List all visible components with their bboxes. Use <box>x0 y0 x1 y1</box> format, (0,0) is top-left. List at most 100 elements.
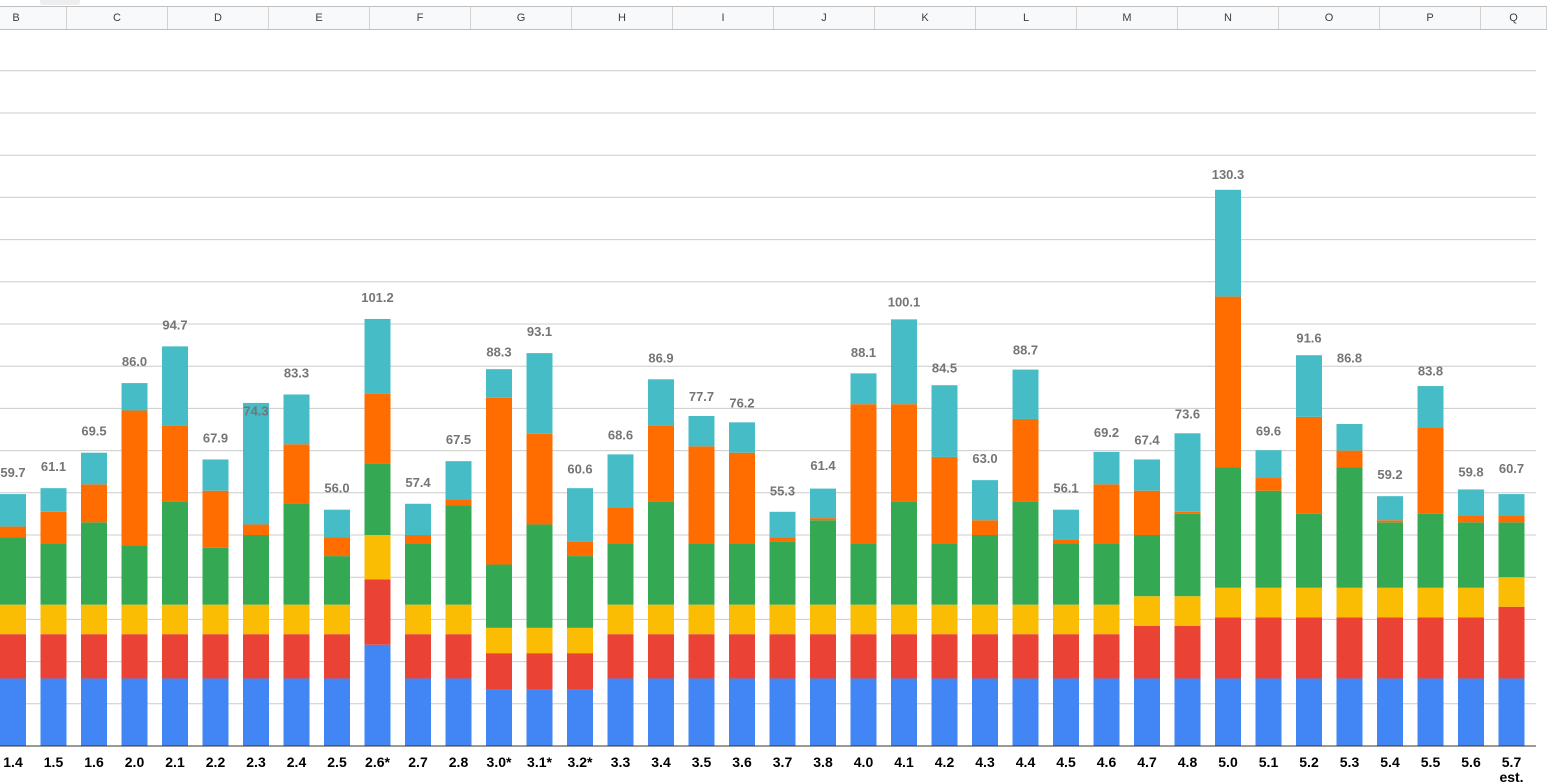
bar-segment-6[interactable] <box>0 494 26 527</box>
bar-segment-1[interactable] <box>1498 678 1525 746</box>
bar-stack-36[interactable] <box>1458 489 1484 746</box>
bar-segment-1[interactable] <box>162 678 188 746</box>
bar-segment-2[interactable] <box>850 634 877 679</box>
bar-segment-5[interactable] <box>445 499 472 506</box>
bar-segment-5[interactable] <box>364 393 391 464</box>
bar-segment-1[interactable] <box>891 678 917 746</box>
bar-segment-6[interactable] <box>769 511 796 538</box>
bar-segment-1[interactable] <box>1417 678 1444 746</box>
bar-stack-21[interactable] <box>850 373 877 746</box>
bar-stack-7[interactable] <box>283 394 310 746</box>
bar-segment-5[interactable] <box>81 484 107 523</box>
bar-segment-1[interactable] <box>1215 678 1241 746</box>
bar-segment-2[interactable] <box>40 634 67 679</box>
bar-segment-2[interactable] <box>729 634 755 679</box>
bar-segment-4[interactable] <box>931 543 958 605</box>
bar-stack-19[interactable] <box>769 511 796 746</box>
bar-segment-5[interactable] <box>1417 427 1444 514</box>
bar-segment-6[interactable] <box>405 503 431 535</box>
bar-stack-35[interactable] <box>1417 386 1444 746</box>
bar-stack-26[interactable] <box>1053 509 1079 746</box>
bar-stack-20[interactable] <box>810 488 836 746</box>
bar-stack-29[interactable] <box>1174 433 1201 746</box>
bar-segment-1[interactable] <box>1336 678 1363 746</box>
bar-stack-33[interactable] <box>1336 424 1363 746</box>
bar-segment-5[interactable] <box>931 456 958 544</box>
bar-segment-2[interactable] <box>162 634 188 679</box>
bar-segment-6[interactable] <box>850 373 877 405</box>
bar-segment-2[interactable] <box>1498 606 1525 679</box>
bar-segment-1[interactable] <box>810 678 836 746</box>
bar-segment-6[interactable] <box>931 385 958 457</box>
bar-segment-2[interactable] <box>121 634 148 679</box>
bar-segment-4[interactable] <box>162 501 188 605</box>
bar-segment-6[interactable] <box>81 452 107 485</box>
bar-segment-6[interactable] <box>1012 369 1039 419</box>
bar-segment-5[interactable] <box>526 433 553 525</box>
bar-segment-3[interactable] <box>1012 604 1039 635</box>
column-header-d[interactable]: D <box>168 7 269 29</box>
bar-segment-3[interactable] <box>567 627 593 654</box>
bar-stack-30[interactable] <box>1215 189 1241 746</box>
bar-segment-3[interactable] <box>1336 587 1363 618</box>
bar-segment-5[interactable] <box>1215 296 1241 468</box>
bar-segment-1[interactable] <box>364 644 391 746</box>
bar-segment-6[interactable] <box>1296 355 1322 417</box>
bar-segment-2[interactable] <box>81 634 107 679</box>
bar-segment-6[interactable] <box>648 379 674 426</box>
bar-stack-37[interactable] <box>1498 494 1525 746</box>
bar-segment-2[interactable] <box>324 634 350 679</box>
bar-segment-6[interactable] <box>1174 433 1201 512</box>
bar-segment-1[interactable] <box>243 678 269 746</box>
bar-segment-4[interactable] <box>972 535 998 605</box>
bar-segment-6[interactable] <box>972 480 998 521</box>
bar-segment-3[interactable] <box>445 604 472 635</box>
bar-segment-3[interactable] <box>364 535 391 580</box>
bar-stack-18[interactable] <box>729 422 755 746</box>
bar-segment-3[interactable] <box>526 627 553 654</box>
bar-stack-9[interactable] <box>364 318 391 746</box>
bar-segment-6[interactable] <box>1336 424 1363 451</box>
bar-segment-1[interactable] <box>40 678 67 746</box>
bar-segment-1[interactable] <box>972 678 998 746</box>
bar-segment-5[interactable] <box>1053 539 1079 544</box>
column-header-j[interactable]: J <box>774 7 875 29</box>
bar-segment-4[interactable] <box>1215 467 1241 588</box>
bar-segment-4[interactable] <box>1296 513 1322 588</box>
bar-segment-3[interactable] <box>405 604 431 635</box>
bar-segment-1[interactable] <box>405 678 431 746</box>
bar-segment-1[interactable] <box>1296 678 1322 746</box>
bar-stack-11[interactable] <box>445 461 472 746</box>
bar-segment-4[interactable] <box>81 522 107 605</box>
bar-segment-6[interactable] <box>688 415 715 447</box>
bar-segment-6[interactable] <box>202 459 229 491</box>
bar-segment-5[interactable] <box>243 524 269 535</box>
bar-segment-2[interactable] <box>445 634 472 679</box>
bar-segment-4[interactable] <box>202 547 229 605</box>
bar-segment-1[interactable] <box>1053 678 1079 746</box>
bar-segment-5[interactable] <box>405 535 431 544</box>
bar-segment-6[interactable] <box>729 422 755 453</box>
bar-segment-5[interactable] <box>1296 416 1322 514</box>
bar-segment-1[interactable] <box>121 678 148 746</box>
bar-segment-1[interactable] <box>567 689 593 746</box>
bar-segment-6[interactable] <box>486 369 512 398</box>
bar-segment-2[interactable] <box>567 653 593 690</box>
bar-segment-4[interactable] <box>0 537 26 605</box>
bar-segment-3[interactable] <box>162 604 188 635</box>
bar-segment-4[interactable] <box>1255 490 1282 588</box>
bar-segment-6[interactable] <box>1458 489 1484 517</box>
bar-segment-3[interactable] <box>1134 596 1160 626</box>
bar-segment-6[interactable] <box>283 394 310 445</box>
bar-segment-2[interactable] <box>486 653 512 690</box>
bar-segment-6[interactable] <box>324 509 350 538</box>
bar-segment-6[interactable] <box>810 488 836 519</box>
bar-segment-4[interactable] <box>1053 543 1079 605</box>
bar-segment-2[interactable] <box>1377 617 1403 679</box>
bar-segment-6[interactable] <box>1093 451 1120 485</box>
bar-segment-2[interactable] <box>810 634 836 679</box>
bar-segment-2[interactable] <box>648 634 674 679</box>
bar-stack-4[interactable] <box>162 346 188 746</box>
bar-segment-5[interactable] <box>1336 450 1363 468</box>
bar-segment-5[interactable] <box>1093 484 1120 544</box>
